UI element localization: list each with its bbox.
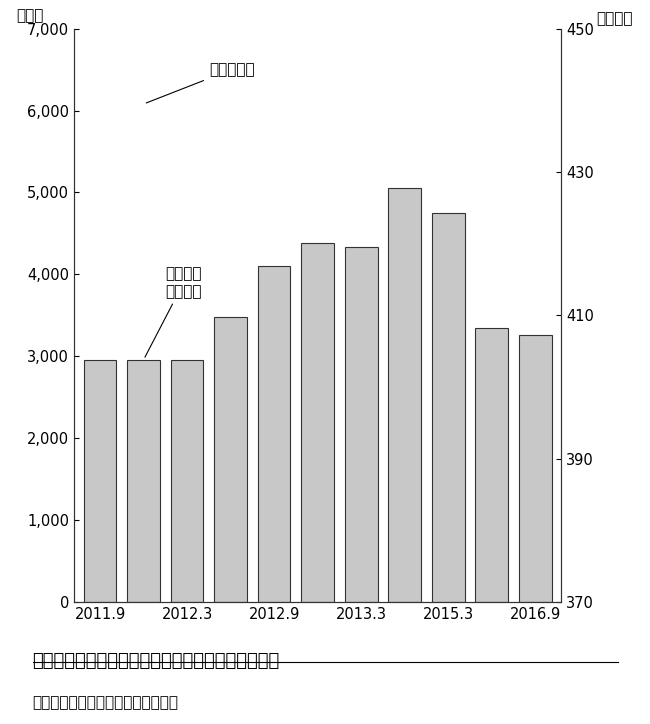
Bar bbox=[84, 360, 116, 602]
Bar bbox=[214, 317, 247, 602]
Bar bbox=[389, 188, 421, 602]
Y-axis label: （千頭）: （千頭） bbox=[597, 12, 633, 26]
Bar bbox=[171, 360, 203, 602]
Bar bbox=[432, 213, 465, 602]
Text: 飼育頭数
（千頭）: 飼育頭数 （千頭） bbox=[145, 266, 202, 357]
Text: 農家（戸）: 農家（戸） bbox=[146, 62, 255, 103]
Bar bbox=[345, 248, 378, 602]
Bar bbox=[519, 335, 552, 602]
Bar bbox=[258, 266, 291, 602]
Y-axis label: （戸）: （戸） bbox=[16, 8, 44, 23]
Bar bbox=[302, 243, 334, 602]
Text: 資料：酪農振興会の資料より作成。: 資料：酪農振興会の資料より作成。 bbox=[32, 695, 179, 710]
Text: 図５　韓国における酪農生産頭数と農家戸数の推移: 図５ 韓国における酪農生産頭数と農家戸数の推移 bbox=[32, 652, 280, 670]
Bar bbox=[475, 328, 508, 602]
Bar bbox=[127, 360, 160, 602]
